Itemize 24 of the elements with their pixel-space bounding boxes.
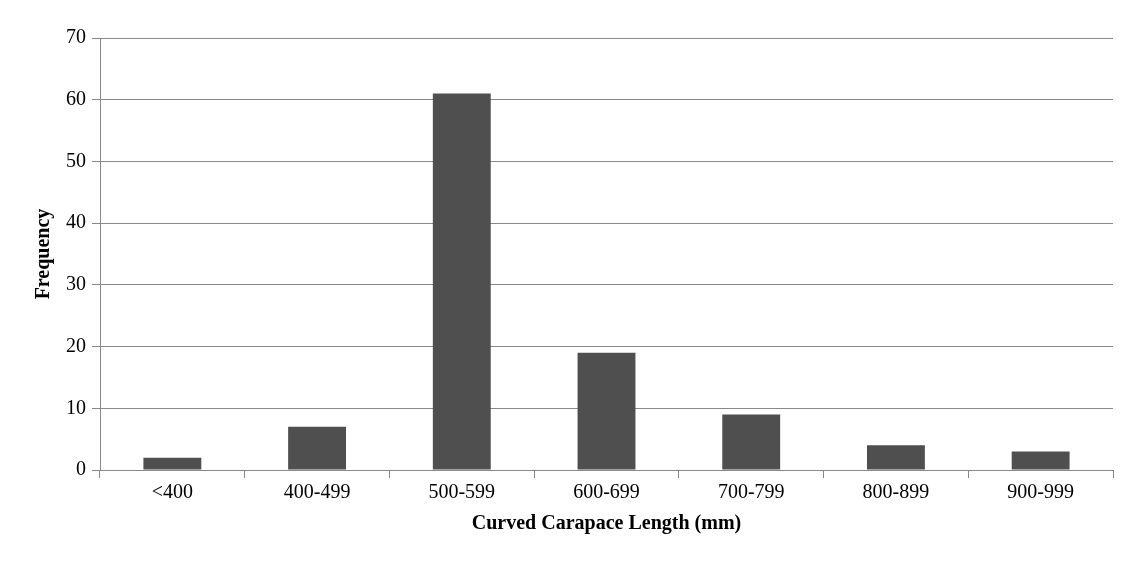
y-tick-label: 50: [66, 148, 86, 171]
y-tick-label: 30: [66, 272, 86, 295]
bar: [866, 445, 925, 470]
x-tick-label: 900-999: [1007, 480, 1074, 503]
x-axis-title: Curved Carapace Length (mm): [471, 511, 742, 535]
bar: [432, 93, 491, 470]
x-tick-label: 700-799: [717, 480, 785, 503]
bar: [288, 426, 347, 470]
y-tick-label: 70: [66, 25, 86, 48]
bar: [143, 457, 202, 470]
y-axis-title: Frequency: [31, 208, 55, 300]
y-tick-label: 10: [66, 395, 86, 418]
bar: [1011, 451, 1070, 470]
bar: [722, 414, 781, 470]
x-tick-label: 400-499: [283, 480, 351, 503]
x-tick-label: 500-599: [428, 480, 496, 503]
x-tick-label: <400: [151, 480, 193, 503]
y-tick-label: 20: [66, 333, 86, 356]
y-tick-label: 40: [66, 210, 86, 233]
x-tick-label: 800-899: [862, 480, 930, 503]
y-tick-label: 0: [76, 457, 86, 480]
bar: [577, 352, 636, 470]
y-tick-label: 60: [66, 86, 86, 109]
x-tick-label: 600-699: [573, 480, 640, 503]
